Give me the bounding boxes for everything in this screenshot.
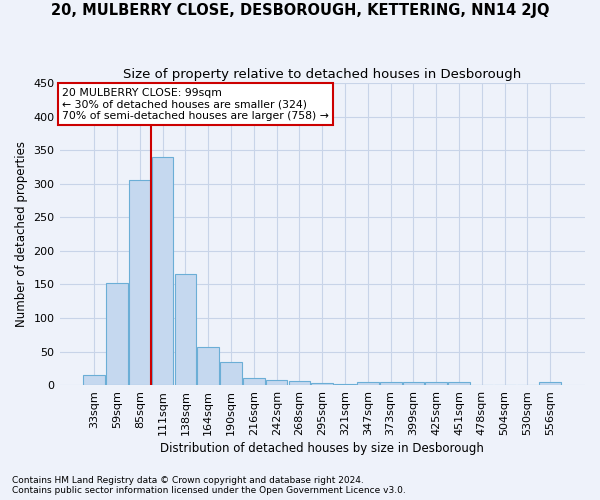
Bar — [403, 382, 424, 385]
Text: 20, MULBERRY CLOSE, DESBOROUGH, KETTERING, NN14 2JQ: 20, MULBERRY CLOSE, DESBOROUGH, KETTERIN… — [51, 2, 549, 18]
Bar — [152, 157, 173, 385]
Bar — [311, 383, 333, 385]
Bar — [197, 348, 219, 385]
X-axis label: Distribution of detached houses by size in Desborough: Distribution of detached houses by size … — [160, 442, 484, 455]
Bar — [129, 180, 151, 385]
Bar — [334, 384, 356, 385]
Bar — [380, 382, 401, 385]
Bar — [539, 382, 561, 385]
Bar — [289, 381, 310, 385]
Bar — [83, 375, 105, 385]
Title: Size of property relative to detached houses in Desborough: Size of property relative to detached ho… — [123, 68, 521, 80]
Bar — [220, 362, 242, 385]
Text: 20 MULBERRY CLOSE: 99sqm
← 30% of detached houses are smaller (324)
70% of semi-: 20 MULBERRY CLOSE: 99sqm ← 30% of detach… — [62, 88, 329, 121]
Bar — [357, 382, 379, 385]
Y-axis label: Number of detached properties: Number of detached properties — [15, 141, 28, 327]
Bar — [266, 380, 287, 385]
Text: Contains HM Land Registry data © Crown copyright and database right 2024.
Contai: Contains HM Land Registry data © Crown c… — [12, 476, 406, 495]
Bar — [448, 382, 470, 385]
Bar — [175, 274, 196, 385]
Bar — [243, 378, 265, 385]
Bar — [425, 382, 447, 385]
Bar — [106, 283, 128, 385]
